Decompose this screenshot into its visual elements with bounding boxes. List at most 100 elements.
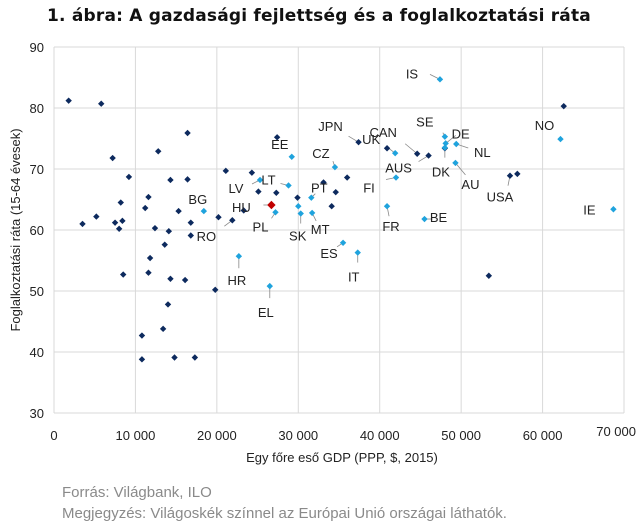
hungary-point (267, 200, 276, 210)
eu-country-point (442, 140, 449, 147)
non-eu-country-point (117, 199, 124, 206)
non-eu-country-point (120, 271, 127, 278)
eu-country-point (235, 253, 243, 260)
non-eu-country-point (273, 134, 281, 141)
non-eu-country-point (111, 219, 119, 226)
x-axis-label: Egy főre eső GDP (PPP, $, 2015) (246, 450, 438, 465)
non-eu-country-point (138, 356, 146, 363)
x-axis-ticks: 0 10 000 20 000 30 000 40 000 50 000 60 000 70 … (50, 424, 636, 443)
point-label-hu: HU (232, 200, 251, 215)
point-label-el: EL (258, 305, 274, 320)
leader-line (455, 162, 466, 176)
non-eu-country-point (212, 286, 219, 293)
point-label-de: DE (452, 126, 470, 141)
non-eu-country-point (184, 129, 191, 137)
non-eu-country-point (159, 325, 167, 333)
y-tick-label: 90 (30, 40, 44, 55)
non-eu-country-point (215, 213, 222, 221)
source-note: Forrás: Világbank, ILO (62, 484, 212, 501)
non-eu-country-point (485, 272, 493, 279)
eu-country-point (391, 149, 399, 157)
non-eu-country-point (138, 332, 146, 339)
non-eu-country-point (343, 174, 351, 181)
point-label-dk: DK (432, 165, 450, 180)
eu-country-point (288, 153, 295, 160)
point-label-bg: BG (188, 192, 207, 207)
point-label-sk: SK (289, 229, 307, 244)
point-label-no: NO (535, 118, 555, 133)
point-label-mt: MT (311, 222, 330, 237)
non-eu-country-point (229, 217, 236, 224)
y-axis-ticks: 30 40 50 60 70 80 90 (30, 40, 44, 421)
point-label-pt: PT (311, 181, 328, 196)
non-eu-country-point (320, 179, 327, 186)
eu-country-point (392, 174, 400, 181)
point-label-lv: LV (229, 181, 244, 196)
non-eu-country-point (191, 354, 199, 361)
non-eu-country-point (145, 193, 152, 201)
non-eu-country-point (294, 194, 301, 201)
non-eu-country-point (155, 148, 162, 155)
non-eu-country-point (383, 145, 391, 152)
eu-country-point (436, 76, 444, 83)
non-eu-country-point (514, 170, 521, 178)
point-label-uk: UK (362, 132, 380, 147)
point-labels: IS SE DE DK NL AU NO IE UK FI FR BE CZ EE LT LV PT MT SK PL… (188, 66, 595, 320)
non-eu-country-point (413, 150, 421, 157)
non-eu-country-point (98, 100, 105, 107)
footnote: Megjegyzés: Világoskék színnel az Európa… (62, 505, 507, 522)
y-tick-label: 70 (30, 162, 44, 177)
non-eu-country-point (119, 217, 126, 225)
non-eu-country-point (167, 176, 174, 184)
non-eu-country-point (222, 167, 230, 175)
non-eu-country-point (355, 138, 362, 146)
eu-country-point (200, 207, 208, 215)
non-eu-country-point (79, 220, 86, 228)
y-tick-label: 50 (30, 284, 44, 299)
point-label-hr: HR (227, 273, 246, 288)
x-tick-label: 70 000 (596, 424, 636, 439)
eu-country-point (421, 215, 428, 223)
non-eu-country-point (332, 188, 339, 196)
x-tick-label: 10 000 (116, 428, 156, 443)
eu-country-point (272, 209, 279, 216)
non-eu-country-point (115, 225, 123, 232)
point-label-aus: AUS (385, 161, 412, 176)
y-tick-label: 40 (30, 345, 44, 360)
non-eu-country-point (167, 275, 174, 282)
non-eu-country-point (65, 97, 72, 104)
non-eu-country-point (425, 152, 432, 159)
point-label-ee: EE (271, 137, 289, 152)
point-label-be: BE (430, 210, 448, 225)
x-tick-label: 30 000 (278, 428, 318, 443)
point-label-is: IS (406, 66, 419, 81)
eu-country-point (331, 163, 339, 171)
eu-country-point (256, 176, 264, 184)
non-eu-country-point (142, 204, 149, 212)
eu-country-point (339, 239, 347, 247)
grid (53, 46, 625, 414)
non-eu-country-point (93, 213, 100, 220)
non-eu-country-point (187, 232, 194, 239)
eu-country-point (295, 203, 302, 210)
x-tick-label: 40 000 (360, 428, 400, 443)
non-eu-country-point (506, 172, 514, 179)
y-axis-label: Foglalkoztatási ráta (15-64 évesek) (8, 128, 23, 331)
non-eu-country-point (240, 207, 247, 214)
point-label-usa: USA (487, 190, 514, 205)
point-label-pl: PL (253, 219, 269, 234)
non-eu-country-point (161, 241, 168, 248)
point-label-it: IT (348, 270, 360, 285)
point-label-lt: LT (261, 172, 275, 187)
non-eu-country-point (125, 173, 133, 181)
chart-title: 1. ábra: A gazdasági fejlettség és a fog… (47, 6, 591, 26)
leader-line (404, 143, 418, 155)
x-tick-label: 60 000 (523, 428, 563, 443)
point-label-ro: RO (197, 229, 217, 244)
non-eu-country-point (187, 219, 194, 226)
point-label-jpn: JPN (318, 119, 343, 134)
eu-country-point (452, 159, 459, 167)
non-eu-country-point (184, 176, 191, 183)
non-eu-country-point (151, 224, 159, 232)
non-eu-country-point (248, 169, 256, 176)
